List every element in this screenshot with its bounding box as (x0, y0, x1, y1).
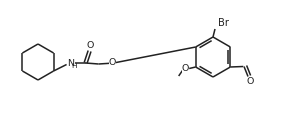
Text: Br: Br (218, 18, 229, 28)
Text: H: H (71, 63, 77, 69)
Text: O: O (87, 41, 94, 49)
Text: O: O (109, 58, 116, 67)
Text: O: O (182, 64, 190, 73)
Text: N: N (67, 59, 74, 67)
Text: O: O (247, 77, 254, 85)
